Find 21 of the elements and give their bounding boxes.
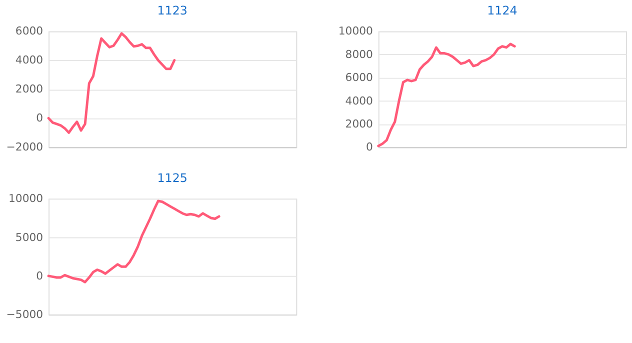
y-tick-label: 6000 xyxy=(15,24,44,38)
y-tick-label: 5000 xyxy=(15,230,44,244)
line-series xyxy=(377,42,516,148)
y-tick-label: −2000 xyxy=(6,140,44,154)
y-tick-label: −5000 xyxy=(6,308,44,322)
y-tick-label: 4000 xyxy=(15,54,44,67)
y-tick-label: 10000 xyxy=(8,192,44,206)
line-series xyxy=(47,200,220,284)
chart-title: 1125 xyxy=(157,170,188,185)
y-tick-label: 0 xyxy=(36,112,44,125)
y-tick-label: 4000 xyxy=(345,94,374,108)
y-tick-label: 6000 xyxy=(345,71,374,84)
chart-title: 1123 xyxy=(157,3,188,18)
y-tick-label: 10000 xyxy=(338,24,374,38)
line-series xyxy=(47,32,176,134)
chart-title: 1124 xyxy=(487,3,518,18)
y-tick-label: 0 xyxy=(36,269,44,282)
y-tick-label: 0 xyxy=(366,140,374,154)
y-tick-label: 2000 xyxy=(15,82,44,96)
y-tick-label: 2000 xyxy=(345,117,374,130)
y-tick-label: 8000 xyxy=(345,48,374,61)
